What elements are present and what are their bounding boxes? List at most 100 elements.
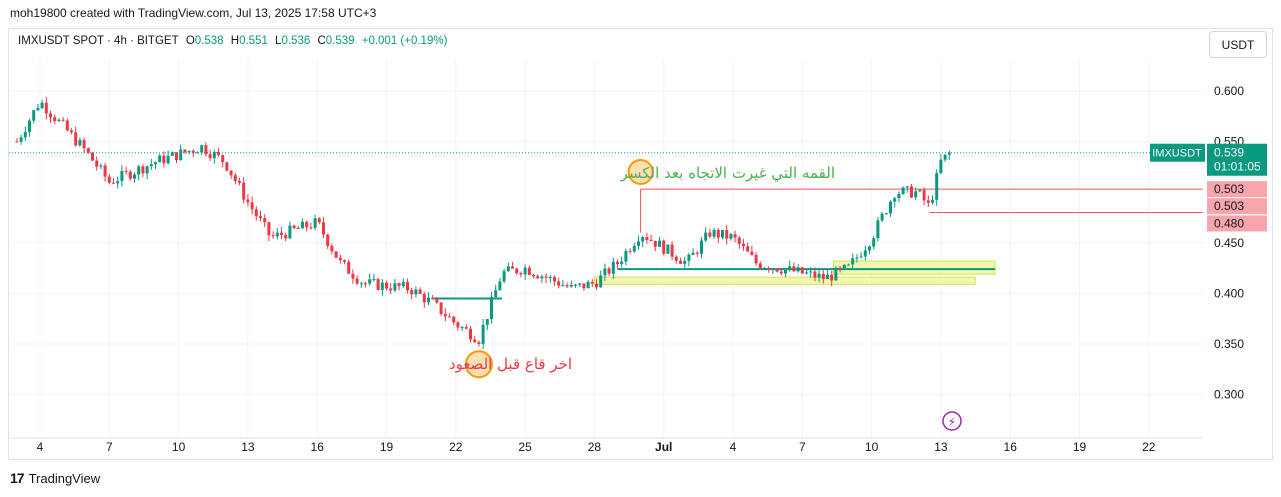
candle-body: [914, 191, 918, 198]
candle-body: [74, 132, 78, 146]
candle-body: [544, 276, 548, 278]
candle-body: [53, 117, 57, 121]
level-tag-bg: [1207, 181, 1267, 198]
x-tick-label: 25: [518, 440, 532, 454]
candle-body: [317, 218, 321, 223]
retest-zone: [832, 260, 996, 275]
candle-body: [712, 229, 716, 237]
candle-body: [435, 299, 439, 303]
candle-body: [515, 268, 519, 274]
candle-body: [721, 229, 724, 238]
candle-body: [569, 284, 573, 287]
candle-body: [95, 160, 99, 167]
candle-body: [561, 285, 565, 287]
candle-body: [905, 186, 909, 188]
candle-body: [292, 225, 296, 229]
candle-body: [859, 256, 863, 258]
x-tick-label: 13: [934, 440, 948, 454]
candle-body: [137, 166, 141, 175]
candle-body: [590, 281, 594, 284]
candle-body: [863, 250, 867, 257]
candle-body: [40, 102, 44, 109]
candle-body: [653, 240, 657, 247]
candle-body: [477, 342, 481, 344]
candle-body: [242, 182, 246, 200]
candle-body: [641, 237, 645, 242]
tradingview-logo-icon: 17: [10, 470, 25, 486]
candle-body: [519, 273, 523, 275]
candle-body: [355, 278, 359, 284]
candle-body: [116, 181, 120, 184]
x-tick-label: 22: [1142, 440, 1156, 454]
candle-body: [397, 283, 401, 287]
symbol-info[interactable]: IMXUSDT SPOT · 4h · BITGET: [18, 35, 179, 47]
x-tick-label: 4: [730, 440, 737, 454]
candle-body: [410, 290, 414, 295]
candle-body: [145, 166, 149, 174]
low-label: L: [275, 35, 282, 47]
x-tick-label: 7: [106, 440, 113, 454]
candle-body: [158, 155, 162, 163]
candle-body: [229, 170, 233, 176]
candle-body: [313, 218, 317, 228]
high-label: H: [230, 35, 240, 47]
price-tag-value: 0.539: [1214, 146, 1244, 160]
candle-body: [574, 284, 577, 286]
candle-body: [830, 274, 834, 281]
candle-body: [817, 273, 821, 278]
candle-body: [607, 268, 611, 274]
currency-button[interactable]: USDT: [1209, 31, 1267, 58]
y-tick-label: 0.300: [1214, 388, 1244, 402]
candle-body: [99, 165, 103, 167]
top-marker-circle: [627, 158, 654, 185]
candle-body: [884, 213, 888, 215]
footer-brand[interactable]: 17 TradingView: [10, 470, 100, 486]
candle-body: [57, 119, 61, 121]
candle-body: [133, 174, 136, 179]
candle-body: [670, 244, 674, 257]
candle-body: [343, 260, 346, 262]
candle-body: [485, 319, 489, 325]
candle-body: [742, 243, 745, 247]
candle-body: [821, 273, 825, 280]
candle-body: [448, 316, 451, 318]
candle-body: [217, 152, 220, 156]
candle-body: [796, 267, 800, 272]
candle-body: [32, 110, 36, 121]
low-value: 0.536: [281, 35, 311, 47]
candle-body: [334, 251, 338, 258]
x-tick-label: 10: [172, 440, 186, 454]
candle-body: [939, 159, 943, 174]
candle-body: [128, 171, 132, 179]
candle-body: [918, 189, 922, 192]
candle-body: [700, 240, 703, 254]
candle-body: [737, 237, 741, 244]
candle-body: [792, 266, 796, 272]
candle-body: [645, 237, 649, 240]
candle-body: [187, 150, 191, 153]
candle-body: [271, 235, 275, 237]
candle-body: [679, 260, 682, 264]
candle-body: [553, 277, 556, 282]
candle-body: [620, 261, 624, 265]
candle-body: [809, 271, 813, 273]
candle-body: [15, 141, 19, 143]
candle-body: [179, 149, 183, 161]
candle-body: [259, 216, 262, 219]
y-tick-label: 0.400: [1214, 286, 1244, 300]
x-tick-label: 10: [865, 440, 879, 454]
y-tick-label: 0.350: [1214, 337, 1244, 351]
candle-body: [582, 283, 586, 289]
close-label: C: [317, 35, 326, 47]
candle-body: [267, 222, 271, 236]
candle-body: [49, 113, 52, 118]
candle-body: [502, 271, 506, 282]
candle-body: [301, 221, 304, 229]
candle-body: [666, 244, 670, 254]
candle-body: [910, 186, 913, 198]
lightning-glyph: ⚡: [948, 415, 956, 429]
candle-body: [372, 279, 376, 281]
candle-body: [947, 152, 951, 155]
candle-body: [154, 162, 157, 165]
